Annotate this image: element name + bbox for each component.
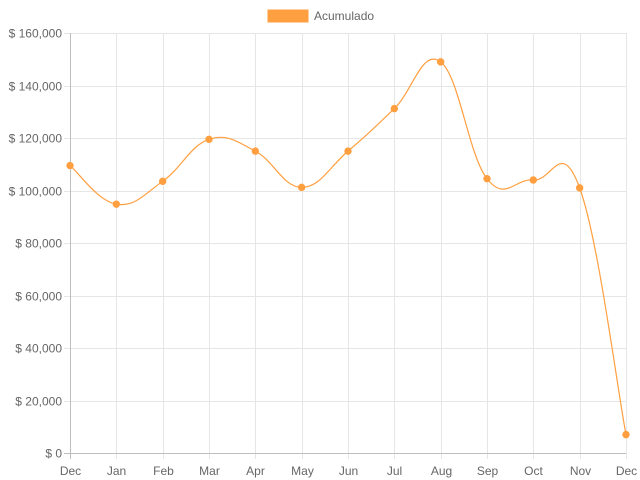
data-point[interactable] (205, 135, 213, 144)
data-point[interactable] (297, 183, 306, 192)
series-line-acumulado (69, 58, 627, 435)
data-point[interactable] (575, 184, 584, 192)
y-tick-label: $ 120,000 (9, 132, 63, 146)
y-axis-ticks: $ 0 $ 20,000 $ 40,000 $ 60,000 $ 80,000 $ 100… (9, 27, 63, 461)
data-point[interactable] (622, 430, 630, 439)
x-tick-label: Jul (387, 464, 402, 478)
series-layer (66, 58, 630, 439)
x-tick-label: Oct (524, 464, 543, 478)
data-point[interactable] (529, 176, 538, 184)
x-tick-label: Jan (107, 464, 126, 478)
x-axis-ticks: Dec Jan Feb Mar Apr May Jun Jul Aug Sep Oct Nov Dec (60, 464, 637, 478)
y-tick-label: $ 0 (45, 447, 62, 461)
x-tick-label: Jun (339, 464, 358, 478)
legend[interactable]: Acumulado (267, 9, 374, 23)
x-tick-label: Aug (431, 464, 452, 478)
data-point[interactable] (251, 147, 260, 155)
data-point[interactable] (158, 177, 167, 186)
data-point[interactable] (344, 147, 352, 155)
x-tick-label: Nov (570, 464, 591, 478)
x-tick-label: May (291, 464, 314, 478)
y-tick-label: $ 160,000 (9, 27, 63, 41)
data-point[interactable] (112, 200, 121, 208)
x-tick-label: Dec (616, 464, 637, 478)
y-tick-label: $ 60,000 (15, 290, 62, 304)
data-point[interactable] (66, 161, 74, 170)
y-tick-label: $ 80,000 (15, 237, 62, 251)
y-tick-label: $ 140,000 (9, 80, 63, 94)
x-tick-label: Dec (60, 464, 81, 478)
x-tick-label: Mar (199, 464, 220, 478)
grid-lines (64, 33, 627, 459)
y-tick-label: $ 20,000 (15, 395, 62, 409)
y-tick-label: $ 40,000 (15, 342, 62, 356)
data-point[interactable] (436, 58, 445, 66)
x-tick-label: Sep (477, 464, 499, 478)
legend-label[interactable]: Acumulado (314, 9, 374, 23)
x-tick-label: Apr (246, 464, 265, 478)
data-point[interactable] (390, 104, 399, 113)
y-tick-label: $ 100,000 (9, 185, 63, 199)
data-point[interactable] (483, 174, 491, 183)
x-tick-label: Feb (153, 464, 174, 478)
axes (64, 33, 626, 459)
legend-swatch[interactable] (267, 9, 309, 23)
